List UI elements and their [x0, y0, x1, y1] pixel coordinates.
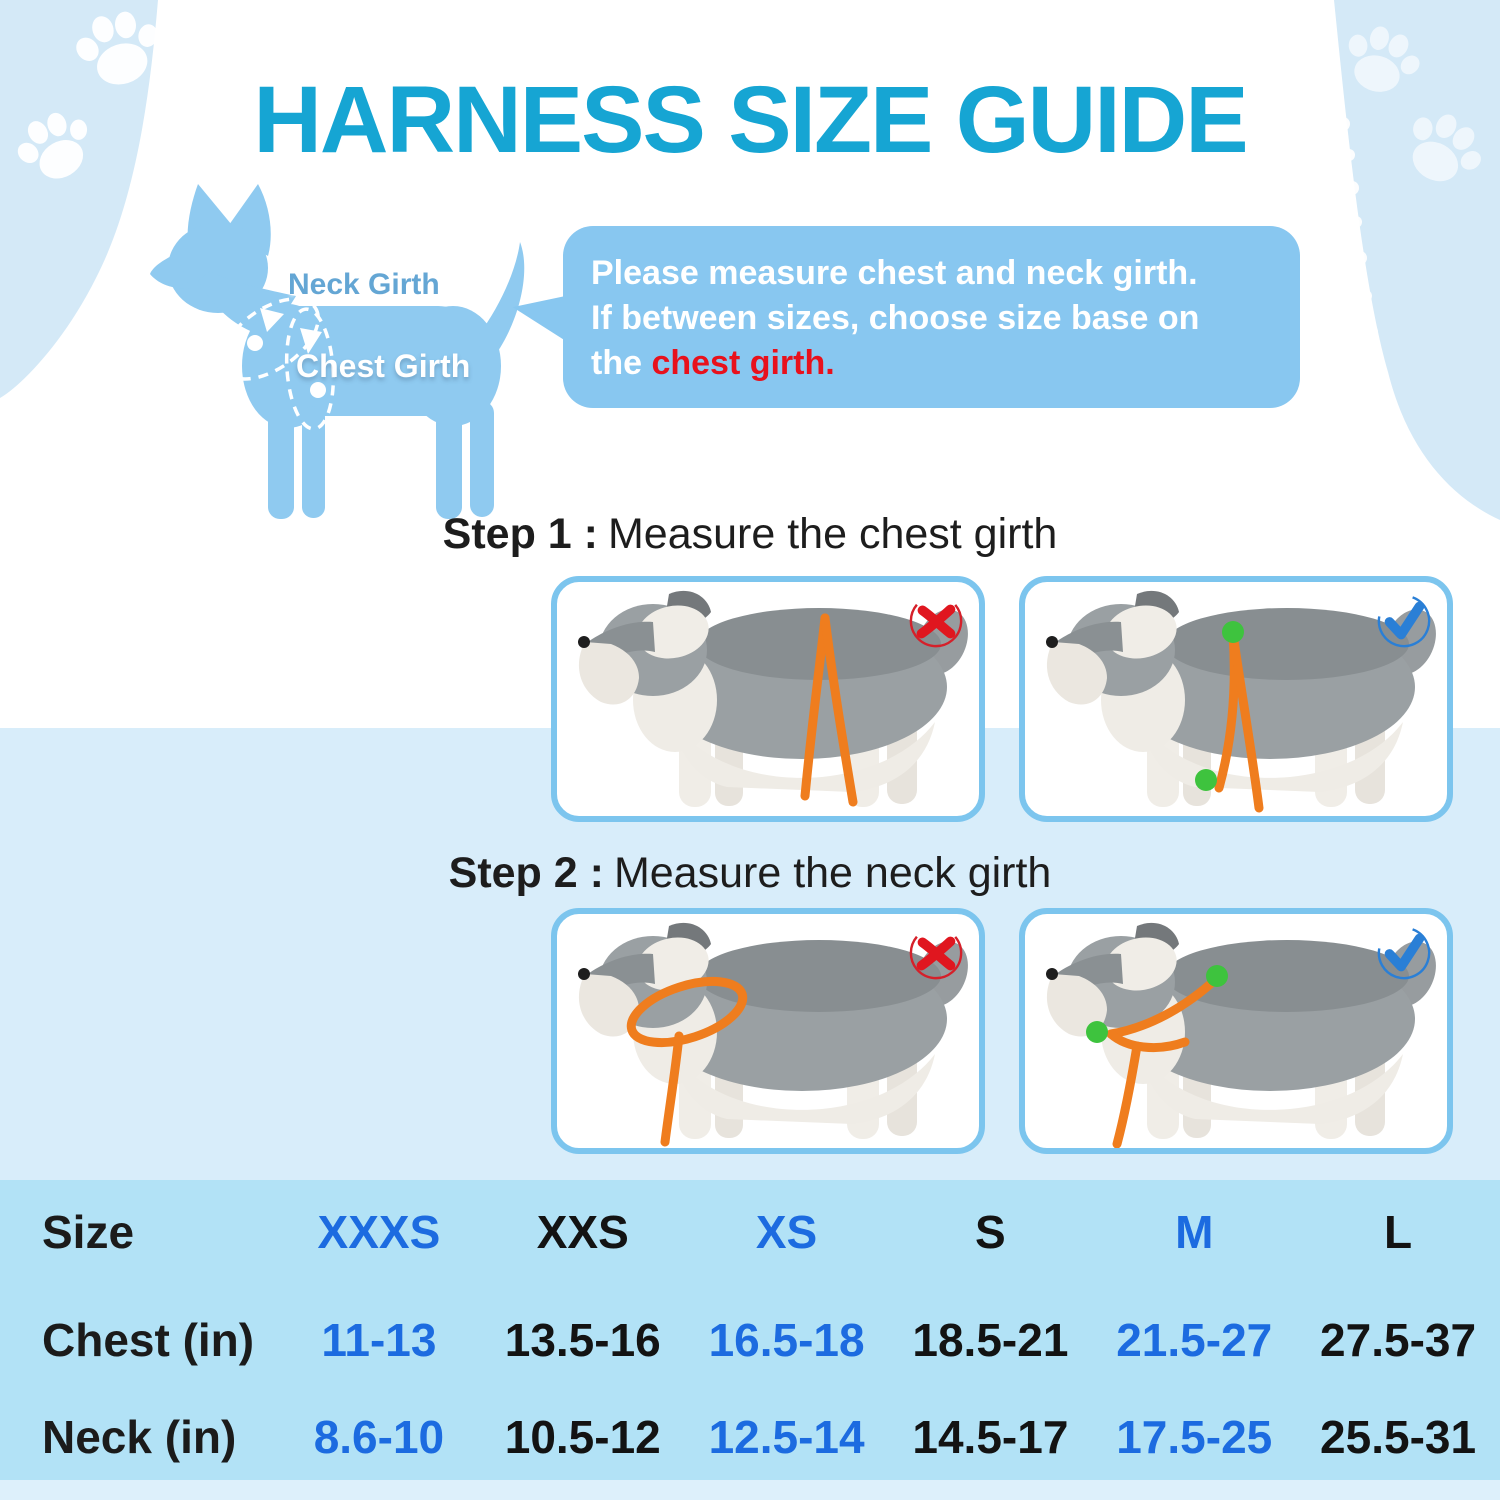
photo-card-chest-wrong — [551, 576, 985, 822]
chest-girth-label: Chest Girth — [296, 348, 471, 384]
step-2-text: Measure the neck girth — [613, 849, 1052, 897]
photo-card-chest-correct — [1019, 576, 1453, 822]
row-label: Size — [42, 1206, 135, 1258]
table-row-neck: Neck (in) 8.6-10 10.5-12 12.5-14 14.5-17… — [0, 1389, 1500, 1485]
measure-point-dots — [1195, 621, 1244, 791]
neck-cell: 12.5-14 — [708, 1411, 865, 1463]
measuring-tape — [626, 976, 748, 1147]
neck-cell: 8.6-10 — [313, 1411, 445, 1463]
step-1-label: Step 1 : — [442, 510, 598, 558]
measuring-tape — [1106, 973, 1222, 1148]
x-mark-icon — [907, 924, 965, 982]
photo-card-neck-wrong — [551, 908, 985, 1154]
size-cell: XXS — [536, 1206, 629, 1258]
x-mark-icon — [907, 592, 965, 650]
check-mark-icon — [1375, 592, 1433, 650]
table-row-chest: Chest (in) 11-13 13.5-16 16.5-18 18.5-21… — [0, 1292, 1500, 1388]
table-band — [0, 1180, 1500, 1480]
neck-cell: 25.5-31 — [1320, 1411, 1477, 1463]
neck-girth-label: Neck Girth — [288, 268, 440, 301]
size-cell: L — [1384, 1206, 1413, 1258]
size-cell: XS — [755, 1206, 818, 1258]
chest-cell: 11-13 — [321, 1314, 437, 1366]
row-label: Neck (in) — [42, 1411, 237, 1463]
size-cell: XXXS — [317, 1206, 441, 1258]
chest-girth-highlight: chest girth — [651, 344, 826, 382]
plush-dog-photo — [578, 590, 978, 807]
table-row-size: Size XXXS XXS XS S M L — [0, 1184, 1500, 1280]
measure-point-dots — [1086, 965, 1228, 1043]
check-mark-icon — [1375, 924, 1433, 982]
step-1-text: Measure the chest girth — [607, 510, 1058, 558]
dot-trail-decoration — [110, 11, 1378, 344]
step-2-heading: Step 2 : Measure the neck girth — [0, 849, 1500, 898]
chest-cell: 18.5-21 — [912, 1314, 1069, 1366]
step-2-label: Step 2 : — [448, 849, 604, 897]
neck-cell: 10.5-12 — [504, 1411, 661, 1463]
plush-dog-photo — [578, 922, 978, 1147]
chest-cell: 21.5-27 — [1116, 1314, 1273, 1366]
neck-cell: 14.5-17 — [912, 1411, 1069, 1463]
row-label: Chest (in) — [42, 1314, 255, 1366]
chest-cell: 13.5-16 — [504, 1314, 661, 1366]
page-title: HARNESS SIZE GUIDE — [253, 67, 1248, 173]
speech-bubble: Please measure chest and neck girth. If … — [563, 226, 1300, 408]
chest-cell: 27.5-37 — [1320, 1314, 1477, 1366]
step-1-heading: Step 1 : Measure the chest girth — [0, 510, 1500, 559]
plush-dog-photo — [1046, 922, 1446, 1148]
size-table: Size XXXS XXS XS S M L Chest (in) 11-13 … — [0, 1180, 1500, 1480]
size-cell: M — [1175, 1206, 1214, 1258]
measuring-tape — [1214, 629, 1264, 813]
plush-dog-photo — [1046, 590, 1446, 813]
chest-cell: 16.5-18 — [708, 1314, 865, 1366]
size-cell: S — [975, 1206, 1006, 1258]
bottom-strip — [0, 1480, 1500, 1500]
speech-bubble-tail — [509, 289, 571, 341]
photo-card-neck-correct — [1019, 908, 1453, 1154]
speech-bubble-text: Please measure chest and neck girth. If … — [591, 254, 1200, 382]
measuring-tape — [800, 613, 858, 807]
chihuahua-silhouette — [150, 184, 525, 519]
neck-cell: 17.5-25 — [1116, 1411, 1273, 1463]
